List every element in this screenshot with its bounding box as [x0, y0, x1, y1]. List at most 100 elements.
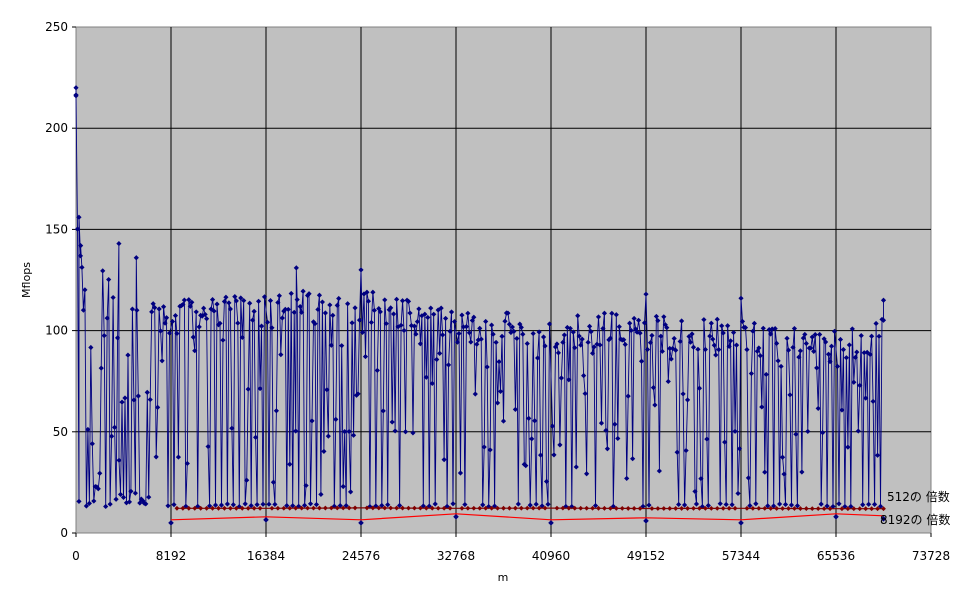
data-point-512: [495, 505, 500, 511]
data-point: [514, 335, 520, 342]
data-point-512: [305, 505, 310, 511]
data-point: [497, 388, 504, 395]
data-point: [76, 214, 82, 220]
data-point-512: [239, 505, 245, 511]
data-point: [594, 341, 600, 347]
data-point: [362, 353, 369, 360]
data-point: [823, 339, 829, 345]
data-point-512: [530, 505, 536, 511]
data-point: [745, 475, 752, 481]
data-point: [840, 347, 847, 353]
data-point: [325, 433, 331, 439]
data-point-512: [542, 505, 548, 511]
data-point: [863, 395, 869, 401]
data-point: [762, 469, 768, 475]
data-point: [753, 501, 759, 507]
data-point: [796, 354, 802, 360]
data-point: [834, 363, 841, 369]
data-point-512: [809, 506, 815, 512]
data-point: [540, 334, 547, 340]
data-point: [655, 318, 661, 324]
data-point-512: [714, 505, 720, 511]
data-point: [301, 502, 308, 508]
data-point: [445, 362, 452, 368]
data-point: [644, 346, 651, 353]
data-point: [502, 318, 508, 324]
data-point: [316, 292, 323, 298]
data-point: [380, 408, 386, 414]
data-point: [578, 342, 584, 348]
data-point: [815, 405, 821, 412]
series-label-512: 512の 倍数: [887, 489, 950, 504]
data-point: [681, 502, 688, 508]
data-point: [471, 314, 477, 320]
data-point: [358, 267, 364, 273]
data-point: [705, 502, 711, 509]
data-point: [775, 358, 781, 364]
data-point: [89, 441, 95, 447]
data-point: [229, 425, 235, 431]
data-point-512: [637, 506, 643, 511]
data-point: [116, 240, 122, 247]
data-point: [683, 447, 689, 454]
data-point: [545, 501, 551, 507]
y-axis-title: Mflops: [20, 262, 33, 298]
data-point: [153, 454, 159, 460]
data-point: [443, 315, 449, 322]
data-point: [215, 322, 222, 328]
data-point-512: [827, 506, 833, 512]
data-point: [429, 380, 435, 387]
data-point-512: [554, 505, 560, 511]
data-point: [88, 344, 94, 351]
data-point: [546, 321, 553, 327]
data-point: [399, 298, 406, 304]
data-point: [680, 391, 686, 397]
data-point: [125, 352, 131, 358]
data-point-512: [774, 506, 780, 511]
data-point: [192, 348, 198, 354]
data-point: [371, 307, 377, 313]
data-point: [576, 333, 582, 339]
data-point-512: [661, 506, 667, 511]
data-point: [77, 253, 84, 259]
data-point: [267, 297, 274, 304]
data-point: [530, 330, 536, 337]
data-point: [275, 299, 281, 306]
data-point: [324, 387, 330, 393]
x-tick-label: 57344: [722, 549, 760, 563]
data-point: [383, 320, 389, 327]
data-point: [474, 341, 480, 347]
data-point-512: [625, 506, 631, 511]
data-point: [468, 339, 474, 345]
data-point: [671, 335, 677, 342]
data-point: [226, 300, 232, 306]
data-point: [650, 385, 657, 391]
data-point-512: [602, 505, 607, 511]
data-point: [217, 320, 223, 326]
data-point: [768, 331, 774, 337]
data-point: [147, 396, 153, 403]
data-point: [398, 322, 404, 328]
data-point-512: [299, 505, 305, 511]
data-point: [735, 490, 741, 497]
data-point: [396, 502, 403, 509]
data-point: [848, 503, 854, 510]
data-point: [604, 446, 611, 452]
data-point: [306, 291, 312, 297]
data-point: [410, 430, 416, 436]
data-point: [729, 502, 735, 508]
data-point: [693, 501, 700, 507]
data-point: [382, 297, 388, 303]
data-point: [284, 503, 290, 509]
data-point: [521, 461, 527, 467]
data-point: [483, 318, 489, 325]
data-point: [294, 296, 300, 303]
data-point: [128, 488, 134, 494]
data-point: [441, 457, 447, 463]
data-point: [781, 471, 787, 477]
data-point: [405, 298, 412, 304]
x-tick-label: 0: [72, 549, 80, 563]
data-point-512: [233, 505, 239, 511]
data-point: [793, 431, 799, 437]
data-point: [704, 436, 710, 442]
